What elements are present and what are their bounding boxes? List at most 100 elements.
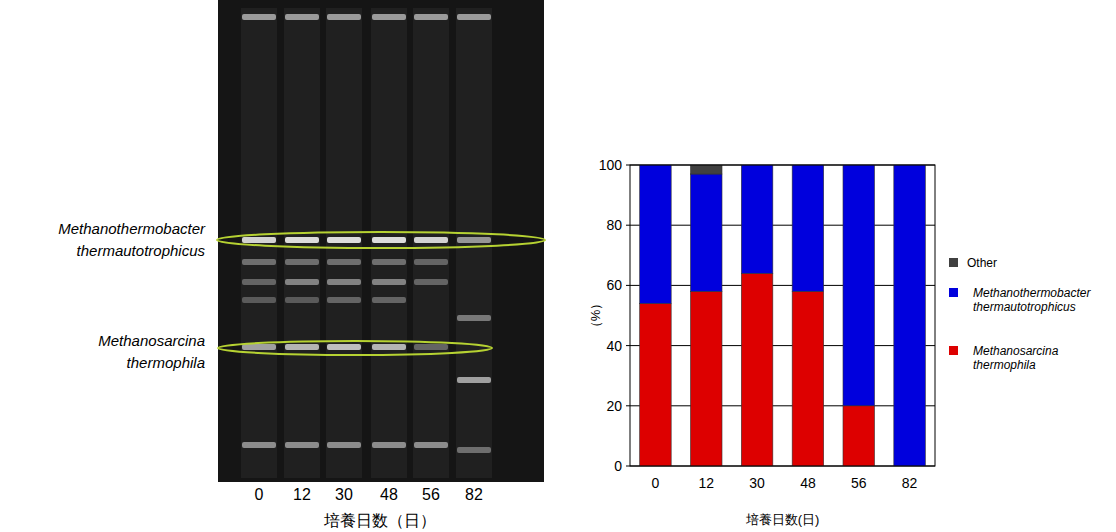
band-label: Methanothermobacter thermautotrophicus bbox=[58, 220, 206, 259]
y-tick bbox=[626, 165, 630, 166]
x-tick-label: 12 bbox=[698, 475, 714, 491]
y-tick bbox=[626, 405, 630, 406]
gel-lane bbox=[413, 8, 449, 478]
gel-band bbox=[327, 344, 361, 350]
bar-segment bbox=[843, 406, 875, 466]
text-line: thermautotrophicus bbox=[973, 300, 1076, 314]
gel-band bbox=[414, 344, 448, 350]
lane-label: 48 bbox=[380, 486, 398, 503]
gel-band bbox=[285, 344, 319, 350]
x-tick-label: 0 bbox=[652, 475, 660, 491]
gel-band bbox=[285, 279, 319, 285]
gel-band bbox=[242, 442, 276, 448]
x-axis-title: 培養日数(日) bbox=[745, 512, 820, 527]
gel-band bbox=[372, 442, 406, 448]
gel-band bbox=[372, 297, 406, 303]
x-tick-label: 30 bbox=[749, 475, 765, 491]
bars bbox=[640, 165, 926, 466]
gel-well bbox=[327, 14, 361, 20]
grid-line bbox=[630, 405, 935, 406]
gel-lane bbox=[371, 8, 407, 478]
gel-band bbox=[242, 297, 276, 303]
gel-axis-title: 培養日数（日） bbox=[323, 512, 436, 529]
gel-lane bbox=[326, 8, 362, 478]
gel-band bbox=[285, 259, 319, 265]
gel-well bbox=[457, 14, 491, 20]
lane-label: 12 bbox=[293, 486, 311, 503]
grid-line bbox=[630, 285, 935, 286]
gel-band bbox=[327, 442, 361, 448]
bar-segment bbox=[690, 174, 722, 291]
gel-band bbox=[285, 237, 319, 243]
plot-frame bbox=[630, 165, 935, 466]
gel-band bbox=[242, 344, 276, 350]
gel-band bbox=[285, 442, 319, 448]
x-tick-label: 56 bbox=[851, 475, 867, 491]
bar-segment bbox=[690, 165, 722, 174]
bar-segment bbox=[690, 291, 722, 466]
gel-band bbox=[457, 315, 491, 321]
bar-segment bbox=[741, 165, 773, 273]
text-line: Methanothermobacter bbox=[973, 286, 1091, 300]
grid-line bbox=[630, 345, 935, 346]
gel-band bbox=[242, 237, 276, 243]
y-tick bbox=[626, 466, 630, 467]
y-tick bbox=[626, 345, 630, 346]
text-line: thermophila bbox=[973, 358, 1036, 372]
y-axis-title: （%） bbox=[588, 297, 603, 335]
bar-segment bbox=[894, 165, 926, 466]
gel-band bbox=[327, 259, 361, 265]
y-tick-label: 0 bbox=[614, 458, 622, 474]
band-highlight bbox=[218, 341, 492, 355]
gel-band bbox=[372, 237, 406, 243]
gel-lane bbox=[241, 8, 277, 478]
legend-swatch bbox=[949, 258, 958, 267]
gel-band bbox=[242, 259, 276, 265]
y-tick-label: 80 bbox=[606, 217, 622, 233]
text-line: thermophila bbox=[127, 354, 205, 371]
y-tick-label: 100 bbox=[599, 157, 623, 173]
lane-label: 0 bbox=[255, 486, 264, 503]
bar-segment bbox=[792, 291, 824, 466]
text-line: Methanosarcina bbox=[98, 332, 205, 349]
legend-label: Other bbox=[967, 256, 997, 270]
text-line: Other bbox=[967, 256, 997, 270]
legend-label: Methanosarcinathermophila bbox=[973, 344, 1059, 372]
bar-segment bbox=[640, 165, 672, 303]
grid-line bbox=[630, 225, 935, 226]
gel-band bbox=[414, 237, 448, 243]
bar-segment bbox=[741, 273, 773, 466]
gel-band bbox=[414, 442, 448, 448]
band-label: Methanosarcina thermophila bbox=[98, 332, 205, 371]
y-tick-label: 40 bbox=[606, 338, 622, 354]
gel-band bbox=[327, 297, 361, 303]
gel-lane bbox=[284, 8, 320, 478]
gel-well bbox=[242, 14, 276, 20]
bar-segment bbox=[640, 303, 672, 466]
gel-band bbox=[372, 344, 406, 350]
gel-band bbox=[457, 447, 491, 453]
legend-swatch bbox=[949, 346, 958, 355]
legend-swatch bbox=[949, 288, 958, 297]
gel-band bbox=[457, 237, 491, 243]
gel-band bbox=[457, 377, 491, 383]
gel-band bbox=[285, 297, 319, 303]
y-tick-label: 20 bbox=[606, 398, 622, 414]
y-tick-label: 60 bbox=[606, 277, 622, 293]
gel-band bbox=[372, 279, 406, 285]
gel-band bbox=[327, 237, 361, 243]
text-line: Methanosarcina bbox=[973, 344, 1059, 358]
gel-well bbox=[414, 14, 448, 20]
gel-background bbox=[218, 0, 544, 482]
lane-label: 82 bbox=[465, 486, 483, 503]
y-tick bbox=[626, 225, 630, 226]
gel-band bbox=[414, 259, 448, 265]
lane-label: 30 bbox=[335, 486, 353, 503]
x-tick-label: 82 bbox=[902, 475, 918, 491]
gel-well bbox=[372, 14, 406, 20]
canvas: 01230485682培養日数（日）Methanothermobacterthe… bbox=[0, 0, 1116, 532]
x-tick-label: 48 bbox=[800, 475, 816, 491]
text-line: Methanothermobacter bbox=[58, 220, 206, 237]
text-line: thermautotrophicus bbox=[77, 242, 206, 259]
y-tick bbox=[626, 285, 630, 286]
